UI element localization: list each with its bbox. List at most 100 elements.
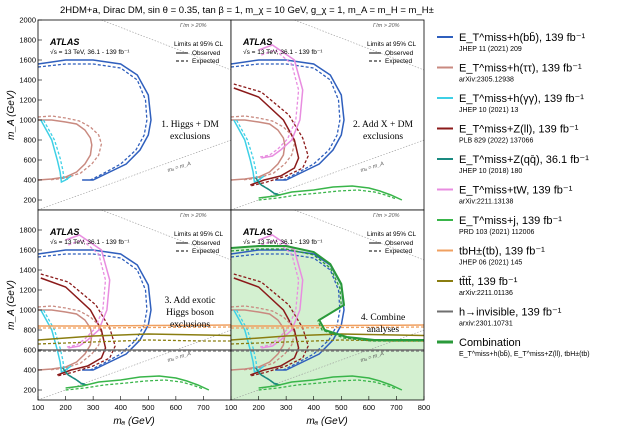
series-2: [38, 115, 103, 181]
series-8: [38, 324, 231, 329]
legend-item-4: E_T^miss+Z(ll), 139 fb⁻¹ PLB 829 (2022) 1…: [437, 124, 579, 145]
legend-label: E_T^miss+Z(ll), 139 fb⁻¹: [459, 124, 579, 136]
x-tick-label: 200: [252, 403, 265, 412]
plot-area: [38, 20, 231, 210]
legend-label: Combination: [459, 337, 521, 349]
expected-contour: [66, 239, 107, 348]
plot-area: [38, 210, 231, 400]
series-5: [255, 177, 281, 196]
observed-contour: [233, 119, 265, 184]
expected-contour: [259, 239, 300, 348]
y-tick-label: 1600: [19, 56, 36, 65]
observed-contour: [258, 375, 403, 391]
y-tick-label: 400: [23, 366, 36, 375]
expected-contour: [259, 49, 300, 158]
combination-excluded-area: [231, 246, 424, 400]
observed-contour: [40, 277, 107, 376]
legend-reference: PLB 829 (2022) 137066: [459, 138, 533, 145]
expected-label: Expected: [385, 248, 412, 255]
x-tick-label: 500: [142, 403, 155, 412]
x-axis-label-left: mₐ (GeV): [113, 416, 154, 427]
expected-contour: [258, 379, 397, 391]
observed-contour: [258, 44, 304, 159]
cl-label: Limits at 95% CL: [367, 231, 417, 238]
expected-contour: [38, 326, 231, 329]
panel-background: [38, 20, 231, 210]
panel-annotation: 2. Add X + DM: [353, 120, 414, 130]
panel-frame: [230, 209, 425, 401]
series-8: [231, 324, 424, 329]
legend-label: E_T^miss+h(γγ), 139 fb⁻¹: [459, 93, 584, 105]
panel-annotation: Higgs boson: [166, 308, 214, 318]
series-3: [40, 119, 72, 184]
mass-equality-line: [231, 329, 424, 400]
expected-contour: [235, 309, 262, 371]
figure-title: 2HDM+a, Dirac DM, sin θ = 0.35, tan β = …: [60, 5, 434, 16]
expected-contour: [42, 119, 69, 181]
observed-contour: [233, 309, 265, 374]
y-tick-label: 600: [23, 156, 36, 165]
series-10: [231, 349, 424, 352]
y-tick-label: 800: [23, 326, 36, 335]
series-2: [231, 115, 296, 181]
observed-contour: [65, 234, 111, 349]
x-tick-label: 400: [114, 403, 127, 412]
x-tick-label: 600: [363, 403, 376, 412]
y-tick-label: 1200: [19, 96, 36, 105]
expected-contour: [65, 379, 204, 391]
cl-label: Limits at 95% CL: [174, 41, 224, 48]
expected-contour: [38, 115, 103, 181]
legend-label: E_T^miss+h(bb̄), 139 fb⁻¹: [459, 31, 586, 44]
series-7: [258, 185, 403, 201]
cl-label: Limits at 95% CL: [174, 231, 224, 238]
x-tick-label: 400: [307, 403, 320, 412]
observed-label: Observed: [385, 50, 414, 57]
experiment-label: ATLAS: [49, 227, 79, 237]
width-limit-line: [294, 20, 424, 71]
x-axis-label-right: mₐ (GeV): [306, 416, 347, 427]
series-1: [231, 59, 345, 181]
observed-contour: [38, 324, 231, 327]
observed-contour: [233, 87, 300, 186]
expected-contour: [42, 309, 69, 371]
series-6: [65, 234, 111, 349]
panel-background: [231, 20, 424, 210]
legend-label: E_T^miss+Z(qq̄), 36.1 fb⁻¹: [459, 154, 589, 166]
observed-contour: [256, 179, 281, 196]
expected-contour: [235, 119, 262, 181]
observed-contour: [231, 309, 286, 371]
energy-lumi-label: √s = 13 TeV, 36.1 - 139 fb⁻¹: [243, 48, 323, 56]
legend-reference: E_T^miss+h(bb̄), E_T^miss+Z(ll), tbH±(tb…: [459, 350, 590, 358]
expected-contour: [231, 339, 424, 345]
energy-lumi-label: √s = 13 TeV, 36.1 - 139 fb⁻¹: [50, 48, 130, 56]
energy-lumi-label: √s = 13 TeV, 36.1 - 139 fb⁻¹: [243, 238, 323, 246]
expected-contour: [38, 63, 148, 181]
experiment-label: ATLAS: [242, 37, 272, 47]
width-label: Γ/m > 20%: [180, 213, 207, 219]
observed-contour: [258, 185, 403, 201]
observed-contour: [38, 333, 231, 341]
series-1: [38, 249, 152, 371]
plot-area: [231, 20, 424, 210]
panel-annotation: exclusions: [170, 320, 210, 330]
cl-label: Limits at 95% CL: [367, 41, 417, 48]
series-4: [233, 83, 309, 187]
legend-item-1: E_T^miss+h(bb̄), 139 fb⁻¹ JHEP 11 (2021) …: [437, 31, 586, 53]
observed-contour: [231, 59, 345, 181]
width-label: Γ/m > 20%: [373, 213, 400, 219]
mass-equality-line: [38, 329, 231, 400]
observed-contour: [258, 234, 304, 349]
panel-annotation: analyses: [367, 325, 399, 335]
x-tick-label: 500: [335, 403, 348, 412]
energy-lumi-label: √s = 13 TeV, 36.1 - 139 fb⁻¹: [50, 238, 130, 246]
legend-reference: JHEP 06 (2021) 145: [459, 260, 522, 267]
y-tick-label: 1400: [19, 266, 36, 275]
expected-contour: [40, 273, 116, 377]
legend-item-8: tbH±(tb), 139 fb⁻¹ JHEP 06 (2021) 145: [437, 246, 545, 267]
legend-reference: JHEP 10 (2021) 13: [459, 107, 519, 114]
panel-annotation: exclusions: [170, 132, 210, 142]
observed-contour: [256, 369, 281, 386]
observed-contour: [231, 333, 424, 341]
